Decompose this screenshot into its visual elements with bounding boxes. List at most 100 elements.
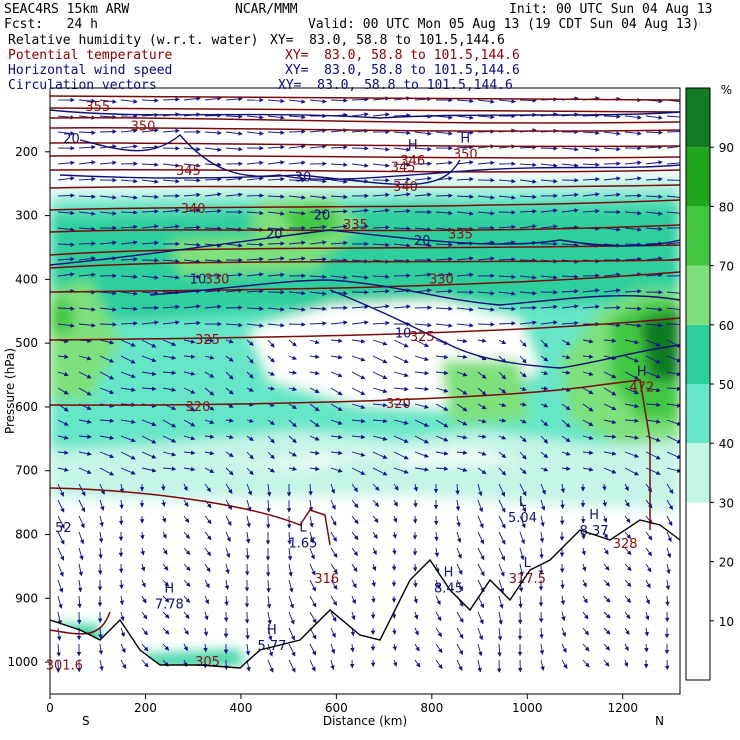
circulation-vector xyxy=(540,224,558,229)
circulation-vector xyxy=(78,272,96,278)
circulation-vector xyxy=(162,547,168,555)
wind-contour-label: 10 xyxy=(190,272,207,287)
circulation-vector xyxy=(498,274,516,280)
circulation-vector xyxy=(78,194,96,199)
circulation-vector xyxy=(57,579,64,593)
circulation-vector xyxy=(309,99,327,104)
circulation-vector xyxy=(497,627,503,641)
circulation-vector xyxy=(393,386,409,392)
circulation-vector xyxy=(582,130,600,136)
circulation-vector xyxy=(351,531,359,541)
circulation-vector xyxy=(456,611,464,623)
circulation-vector xyxy=(57,354,69,359)
circulation-vector xyxy=(498,321,516,326)
circulation-vector xyxy=(603,467,617,474)
circulation-vector xyxy=(204,450,215,456)
circulation-vector xyxy=(624,547,632,556)
circulation-vector xyxy=(224,595,229,607)
circulation-vector xyxy=(624,611,631,620)
rh-shading xyxy=(50,88,680,694)
circulation-vector xyxy=(225,418,234,423)
circulation-vector xyxy=(162,355,177,360)
circulation-vector xyxy=(624,242,642,247)
circulation-vector xyxy=(309,128,327,133)
extremum-value: 346 xyxy=(400,154,425,169)
circulation-vector xyxy=(204,483,211,493)
circulation-vector xyxy=(183,563,191,571)
theta-contour-label: 340 xyxy=(393,180,418,195)
center-title: NCAR/MMM xyxy=(235,2,298,17)
colorbar-swatch xyxy=(686,147,710,207)
circulation-vector xyxy=(498,499,506,513)
circulation-vector xyxy=(330,209,348,214)
circulation-vector xyxy=(519,402,527,407)
circulation-vector xyxy=(204,371,215,378)
circulation-vector xyxy=(582,643,590,652)
circulation-vector xyxy=(582,563,587,572)
extremum-marker: H xyxy=(164,581,174,596)
circulation-vector xyxy=(498,99,516,104)
circulation-vector xyxy=(624,306,642,311)
circulation-vector xyxy=(435,595,441,606)
circulation-vector xyxy=(351,112,369,117)
theta-contour-label: 350 xyxy=(131,119,156,134)
theta-contour-label: 355 xyxy=(85,100,110,115)
circulation-vector xyxy=(77,579,83,593)
circulation-vector xyxy=(225,272,243,278)
circulation-vector xyxy=(99,322,117,327)
circulation-vector xyxy=(78,563,83,577)
circulation-vector xyxy=(561,466,571,471)
circulation-vector xyxy=(372,387,388,394)
circulation-vector xyxy=(540,304,558,310)
circulation-vector xyxy=(120,419,136,425)
circulation-vector xyxy=(414,176,432,181)
circulation-vector xyxy=(183,320,201,326)
circulation-vector xyxy=(204,531,212,541)
circulation-vector xyxy=(330,403,343,411)
circulation-vector xyxy=(561,370,571,375)
circulation-vector xyxy=(330,145,348,150)
circulation-vector xyxy=(435,354,449,360)
circulation-vector xyxy=(183,304,201,309)
circulation-vector xyxy=(351,403,366,410)
circulation-vector xyxy=(309,224,327,230)
circulation-vector xyxy=(582,595,588,604)
circulation-vector xyxy=(519,483,527,497)
circulation-vector xyxy=(120,339,136,347)
circulation-vector xyxy=(141,179,159,184)
circulation-vector xyxy=(351,563,358,573)
circulation-vector xyxy=(266,499,271,513)
circulation-vector xyxy=(435,210,453,216)
theta-contour-label: 340 xyxy=(181,202,206,217)
circulation-vector xyxy=(582,304,600,310)
circulation-vector xyxy=(78,547,84,561)
circulation-vector xyxy=(267,115,285,120)
circulation-vector xyxy=(435,323,453,328)
circulation-vector xyxy=(666,531,672,543)
circulation-vector xyxy=(141,611,148,620)
circulation-vector xyxy=(141,194,159,200)
north-end-label: N xyxy=(655,714,664,728)
circulation-vector xyxy=(204,419,215,425)
circulation-vector xyxy=(98,643,104,655)
circulation-vector xyxy=(120,178,138,184)
circulation-vector xyxy=(624,160,642,166)
circulation-vector xyxy=(645,467,661,475)
circulation-vector xyxy=(351,611,356,621)
circulation-vector xyxy=(204,611,209,621)
circulation-vector xyxy=(120,195,138,200)
circulation-vector xyxy=(603,146,621,152)
circulation-vector xyxy=(267,371,275,376)
circulation-vector xyxy=(309,370,320,376)
circulation-vector xyxy=(99,467,115,476)
circulation-vector xyxy=(78,499,86,513)
circulation-vector xyxy=(414,131,432,136)
circulation-vector xyxy=(393,130,411,136)
extremum-marker: L xyxy=(299,521,307,536)
circulation-vector xyxy=(519,98,537,103)
circulation-vector xyxy=(624,627,630,636)
circulation-vector xyxy=(582,659,590,668)
circulation-vector xyxy=(372,467,388,476)
circulation-vector xyxy=(603,547,609,555)
circulation-vector xyxy=(645,435,661,442)
